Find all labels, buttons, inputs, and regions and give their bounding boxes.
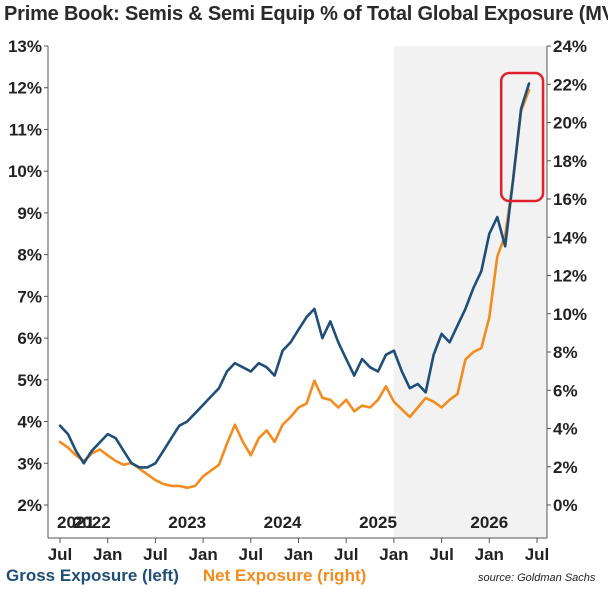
- shaded-region: [393, 46, 547, 538]
- x-tick-label: Jan: [188, 545, 217, 564]
- right-tick-label: 20%: [553, 114, 587, 133]
- left-tick-label: 13%: [8, 37, 42, 56]
- x-tick-label: Jul: [239, 545, 264, 564]
- x-tick-label: Jul: [429, 545, 454, 564]
- right-tick-label: 22%: [553, 75, 587, 94]
- right-tick-label: 8%: [553, 343, 578, 362]
- left-tick-label: 10%: [8, 162, 42, 181]
- x-tick-label: Jan: [475, 545, 504, 564]
- x-tick-label: Jan: [93, 545, 122, 564]
- right-tick-label: 6%: [553, 381, 578, 400]
- year-label: 2026: [470, 513, 508, 532]
- x-tick-label: Jul: [48, 545, 73, 564]
- right-tick-label: 16%: [553, 190, 587, 209]
- right-tick-label: 4%: [553, 420, 578, 439]
- left-tick-label: 2%: [17, 496, 42, 515]
- left-tick-label: 8%: [17, 246, 42, 265]
- right-tick-label: 0%: [553, 496, 578, 515]
- left-tick-label: 12%: [8, 79, 42, 98]
- highlight-box: [499, 71, 545, 203]
- year-label: 2021: [57, 513, 95, 532]
- legend-net: Net Exposure (right): [202, 566, 367, 585]
- right-tick-label: 14%: [553, 228, 587, 247]
- left-tick-label: 6%: [17, 329, 42, 348]
- right-tick-label: 12%: [553, 267, 587, 286]
- left-tick-label: 3%: [17, 454, 42, 473]
- right-tick-label: 2%: [553, 458, 578, 477]
- year-label: 2022: [73, 513, 111, 532]
- right-tick-label: 10%: [553, 305, 587, 324]
- year-label: 2024: [264, 513, 302, 532]
- left-tick-label: 7%: [17, 287, 42, 306]
- x-tick-label: Jul: [525, 545, 550, 564]
- source-note: source: Goldman Sachs: [478, 572, 596, 584]
- legend-gross: Gross Exposure (left): [6, 566, 179, 585]
- x-tick-label: Jul: [334, 545, 359, 564]
- left-tick-label: 4%: [17, 413, 42, 432]
- x-tick-label: Jul: [143, 545, 168, 564]
- chart-title: Prime Book: Semis & Semi Equip % of Tota…: [4, 3, 608, 25]
- left-tick-label: 5%: [17, 371, 42, 390]
- right-tick-label: 24%: [553, 37, 587, 56]
- x-tick-label: Jan: [284, 545, 313, 564]
- year-label: 2025: [359, 513, 397, 532]
- left-tick-label: 11%: [9, 120, 42, 139]
- x-tick-label: Jan: [379, 545, 408, 564]
- legend: Gross Exposure (left) Net Exposure (right…: [6, 566, 366, 586]
- right-tick-label: 18%: [553, 152, 587, 171]
- series-line-gross: [58, 82, 531, 469]
- year-label: 2023: [168, 513, 206, 532]
- left-tick-label: 9%: [17, 204, 42, 223]
